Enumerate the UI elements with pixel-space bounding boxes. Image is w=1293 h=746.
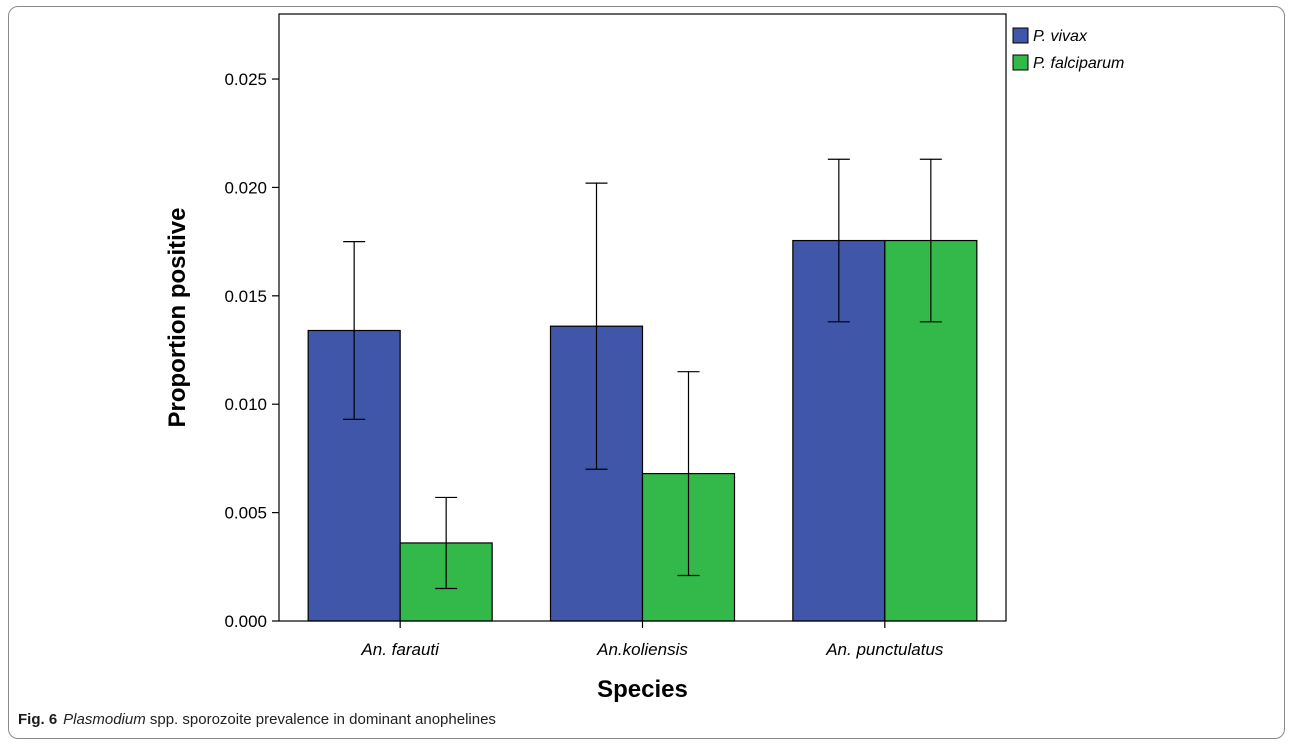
x-axis-title: Species <box>597 676 688 703</box>
legend: P. vivax P. falciparum <box>1012 27 1124 72</box>
x-tick-label: An. punctulatus <box>825 640 944 659</box>
legend-swatch-vivax <box>1012 27 1029 44</box>
y-axis: 0.000 0.005 0.010 0.015 0.020 0.025 <box>224 70 279 631</box>
y-tick-label: 0.025 <box>224 70 267 89</box>
figure-caption: Fig. 6 Plasmodium spp. sporozoite prevale… <box>18 711 496 728</box>
legend-label-falciparum: P. falciparum <box>1033 55 1124 72</box>
x-tick-label: An. farauti <box>360 640 440 659</box>
y-tick-label: 0.010 <box>224 395 267 414</box>
legend-label-vivax: P. vivax <box>1033 28 1088 45</box>
figure-frame <box>8 6 1285 739</box>
caption-genus: Plasmodium <box>63 711 146 728</box>
error-bars-layer <box>343 158 942 590</box>
figure-number: Fig. 6 <box>18 711 58 728</box>
x-tick-label: An.koliensis <box>596 640 688 659</box>
y-tick-label: 0.015 <box>224 287 267 306</box>
y-tick-label: 0.000 <box>224 612 267 631</box>
caption-text: spp. sporozoite prevalence in dominant a… <box>149 711 496 728</box>
y-tick-label: 0.020 <box>224 178 267 197</box>
y-axis-title: Proportion positive <box>164 207 191 427</box>
legend-swatch-falciparum <box>1012 54 1029 71</box>
bars-layer <box>307 239 978 622</box>
y-tick-label: 0.005 <box>224 504 267 523</box>
x-axis: An. farauti An.koliensis An. punctulatus <box>360 621 944 659</box>
